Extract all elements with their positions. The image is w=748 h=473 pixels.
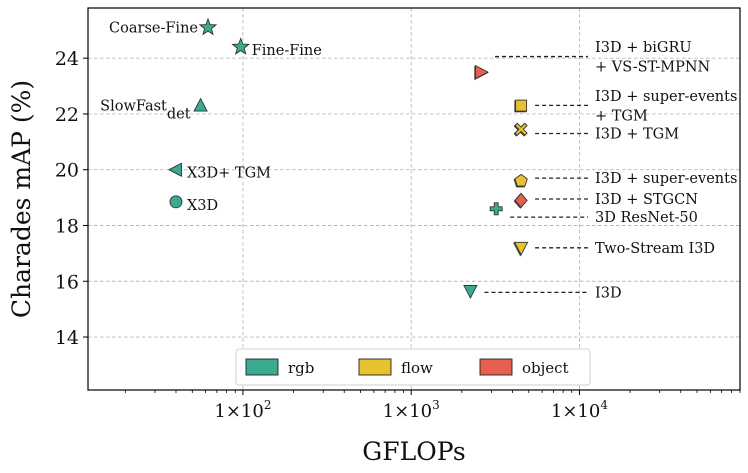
x-tick-base: 1×10 — [551, 401, 600, 422]
label-text: X3D+ TGM — [187, 166, 271, 182]
point-x3d — [169, 195, 183, 209]
legend-swatch — [245, 358, 279, 376]
legend-label: object — [522, 359, 569, 377]
marker — [514, 192, 528, 209]
legend-box — [235, 348, 591, 386]
x-tick-base: 1×10 — [214, 401, 263, 422]
point-coarse-fine — [198, 17, 218, 36]
label-text: Fine-Fine — [252, 43, 322, 59]
x-tick-label: 1×104 — [551, 398, 608, 422]
point-label: I3D + super-events — [595, 89, 737, 105]
point-label: + TGM — [595, 108, 648, 124]
point-label: I3D + TGM — [595, 126, 679, 142]
x-tick-exponent: 4 — [600, 398, 608, 412]
point-label: + VS-ST-MPNN — [595, 60, 711, 76]
marker — [198, 17, 218, 36]
x-tick-base: 1×10 — [383, 401, 432, 422]
y-tick-label: 22 — [55, 104, 79, 126]
x-tick-exponent: 3 — [432, 398, 440, 412]
label-text: Coarse-Fine — [109, 21, 198, 37]
point-label: X3D — [187, 198, 218, 214]
marker — [489, 202, 503, 216]
marker — [193, 97, 208, 112]
point-i3d-super-events — [513, 173, 528, 188]
point-label: Coarse-Fine — [109, 21, 198, 37]
legend-label: flow — [401, 359, 433, 377]
x-tick-label: 1×103 — [383, 398, 440, 422]
point-label: Fine-Fine — [252, 43, 322, 59]
marker — [231, 37, 251, 55]
point-x3d-tgm — [168, 162, 182, 177]
marker — [513, 241, 529, 256]
x-axis-ticks: 1×102 1×103 1×104 — [124, 390, 741, 422]
point-label: 3D ResNet-50 — [595, 210, 698, 226]
marker — [169, 195, 183, 209]
marker — [463, 285, 478, 299]
label-text: X3D — [187, 198, 218, 214]
x-axis-label: GFLOPs — [362, 437, 465, 466]
point-label: X3D+ TGM — [187, 166, 271, 182]
marker — [168, 162, 182, 177]
y-tick-label: 20 — [55, 160, 79, 182]
point-label: Two-Stream I3D — [595, 241, 715, 257]
point-fine-fine — [231, 37, 251, 55]
point-label: SlowFastdet — [100, 99, 191, 123]
x-tick-exponent: 2 — [264, 398, 272, 412]
y-tick-label: 24 — [55, 48, 79, 70]
point-label: I3D + biGRU — [595, 40, 692, 56]
y-tick-label: 16 — [55, 271, 79, 293]
x-tick-label: 1×102 — [214, 398, 271, 422]
point-i3d — [463, 285, 478, 299]
legend: rgb flow object — [235, 348, 591, 386]
label-text: SlowFast — [100, 99, 167, 115]
legend-swatch — [358, 358, 392, 376]
legend-swatch — [479, 358, 513, 376]
grid-lines — [88, 8, 740, 390]
marker — [514, 173, 528, 187]
plot-frame — [87, 7, 741, 391]
y-axis-ticks: 14 16 18 20 22 24 — [55, 48, 88, 349]
y-axis-label: Charades mAP (%) — [7, 80, 36, 318]
marker — [515, 99, 528, 112]
point-label: I3D + STGCN — [595, 192, 698, 208]
y-tick-label: 14 — [55, 327, 79, 349]
point-3d-resnet-50 — [489, 202, 503, 216]
point-i3d-bigru-vs-st-mpnn — [474, 64, 489, 81]
point-slowfast-det — [193, 97, 208, 112]
point-label: I3D + super-events — [595, 171, 737, 187]
point-i3d-super-events-tgm — [514, 99, 528, 113]
point-i3d-stgcn — [513, 192, 528, 209]
y-tick-label: 18 — [55, 215, 79, 237]
legend-label: rgb — [288, 359, 314, 377]
data-points — [168, 17, 529, 299]
marker — [475, 64, 489, 80]
marker — [514, 122, 528, 136]
point-two-stream-i3d — [513, 241, 529, 257]
point-i3d-tgm — [513, 122, 528, 137]
point-label: I3D — [595, 285, 622, 301]
label-subscript: det — [167, 107, 191, 123]
